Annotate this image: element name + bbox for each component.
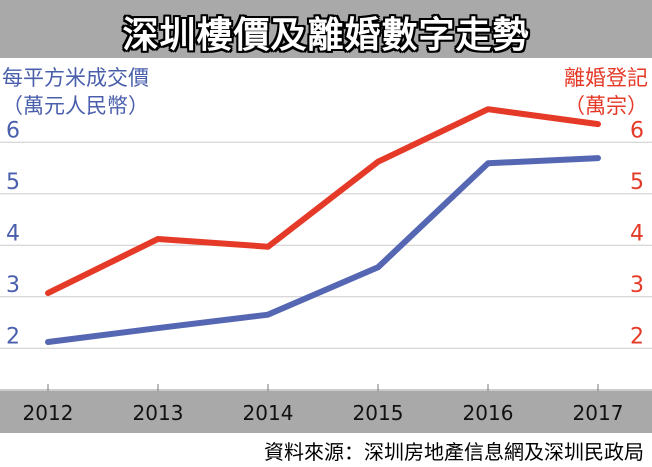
y-tick-left: 2 xyxy=(6,324,20,349)
right-axis-title-line2: （萬宗） xyxy=(564,94,648,118)
left-axis-title-line2: （萬元人民幣） xyxy=(2,94,149,118)
x-tick-label: 2016 xyxy=(463,401,514,425)
y-tick-left: 5 xyxy=(6,170,20,195)
source-note: 資料來源：深圳房地產信息網及深圳民政局 xyxy=(264,440,644,464)
x-tick-label: 2014 xyxy=(243,401,294,425)
left-axis-title-line1: 每平方米成交價 xyxy=(2,66,149,90)
y-tick-left: 3 xyxy=(6,273,20,298)
divorce-series-line xyxy=(45,106,601,297)
chart-title: 深圳樓價及離婚數字走勢 xyxy=(122,15,530,56)
right-axis-title-line1: 離婚登記 xyxy=(564,66,648,90)
x-tick-label: 2017 xyxy=(573,401,624,425)
title-bar: 深圳樓價及離婚數字走勢 xyxy=(0,0,652,58)
y-tick-left: 4 xyxy=(6,221,20,246)
x-tick-label: 2015 xyxy=(353,401,404,425)
y-tick-right: 4 xyxy=(630,221,644,246)
x-tick-label: 2012 xyxy=(23,401,74,425)
y-tick-right: 6 xyxy=(630,118,644,143)
x-tick-label: 2013 xyxy=(133,401,184,425)
price-series-line xyxy=(45,155,601,345)
y-tick-right: 5 xyxy=(630,170,644,195)
y-tick-right: 2 xyxy=(630,324,644,349)
y-tick-right: 3 xyxy=(630,273,644,298)
right-axis-title: 離婚登記 （萬宗） xyxy=(564,64,648,120)
x-axis-band xyxy=(0,391,652,433)
y-tick-left: 6 xyxy=(6,118,20,143)
left-axis-title: 每平方米成交價 （萬元人民幣） xyxy=(2,64,149,120)
